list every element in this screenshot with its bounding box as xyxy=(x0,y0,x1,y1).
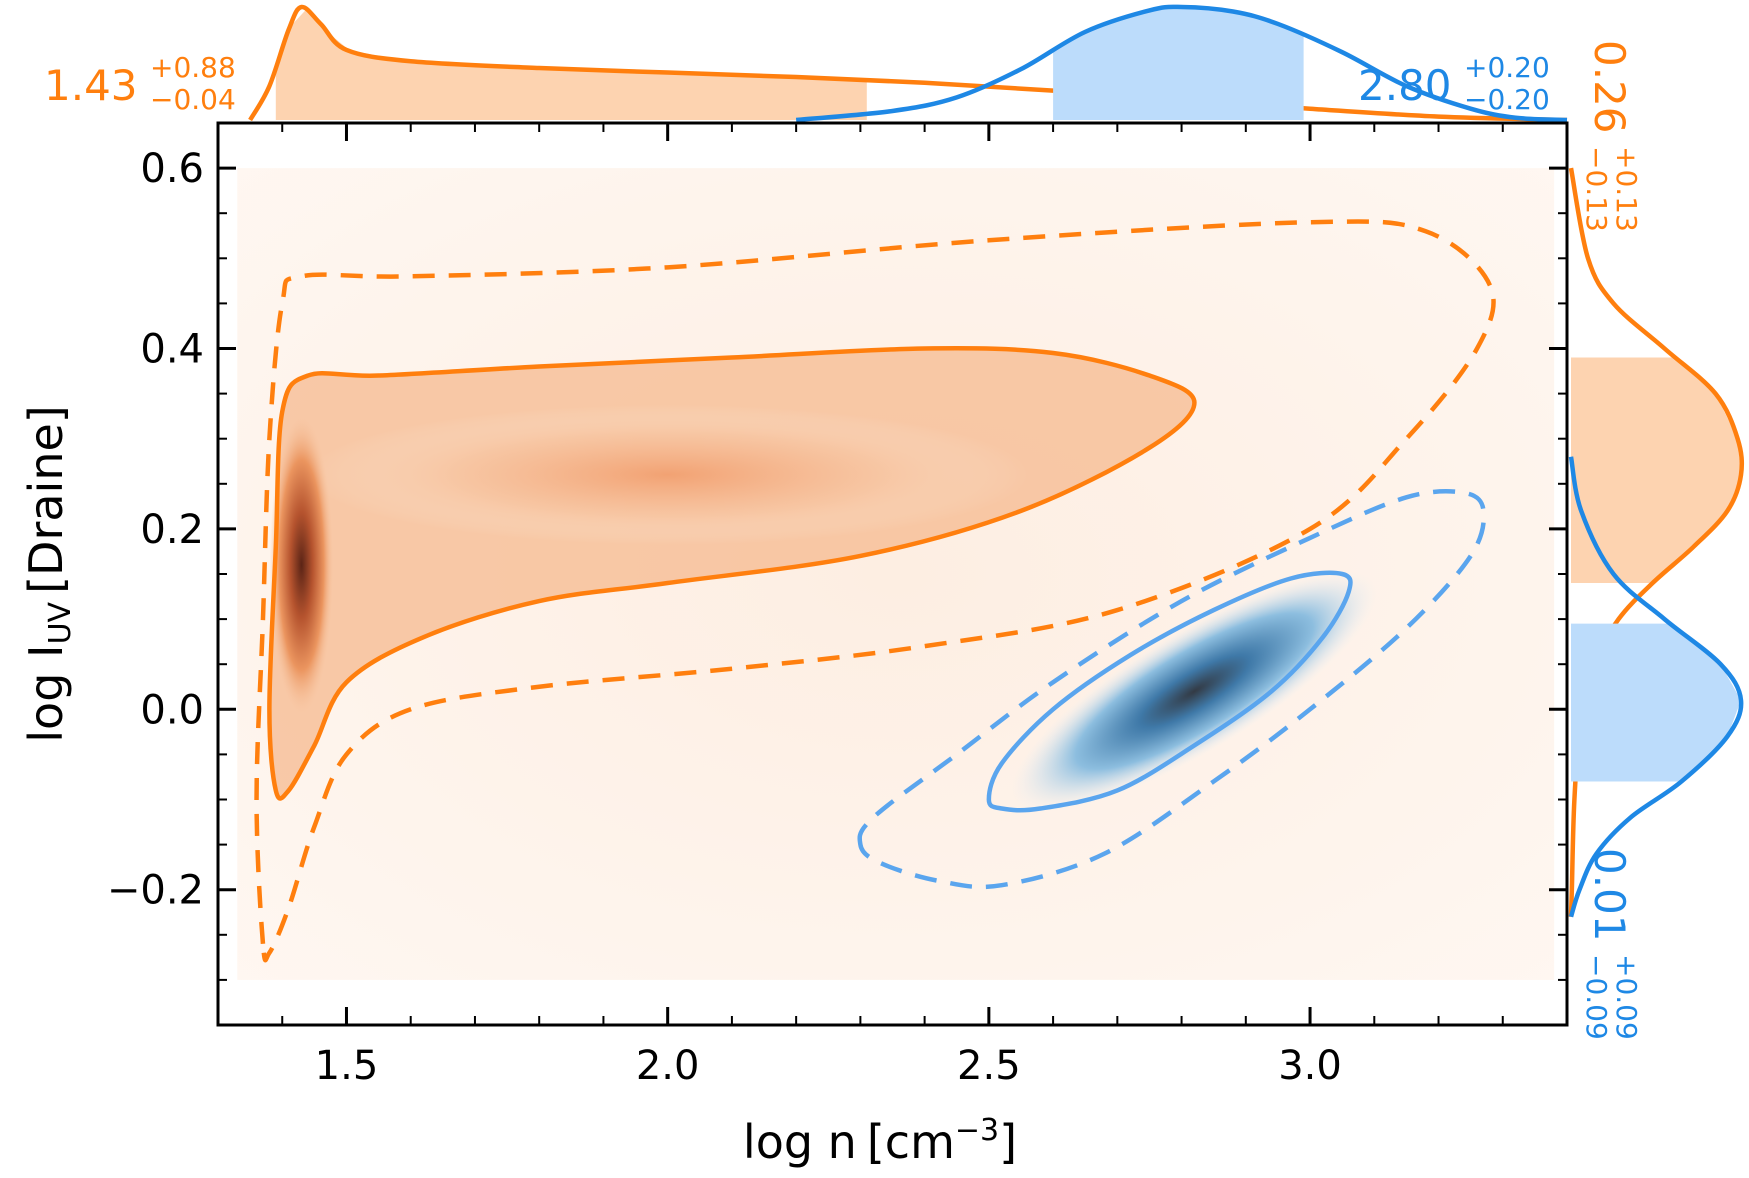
orange-x-marginal-band xyxy=(275,10,867,121)
blue-x-marginal-curve xyxy=(795,4,1568,123)
orange-density-peak xyxy=(269,414,334,715)
blue-contour-outer xyxy=(857,489,1487,890)
blue-y-median-group: 0.01 +0.09 −0.09 xyxy=(1580,848,1643,1040)
orange-y-marginal-band xyxy=(1571,357,1741,584)
x-marginal-panel xyxy=(248,4,1568,123)
blue-y-plus-label: +0.09 xyxy=(1610,954,1643,1040)
x-tick-label: 2.5 xyxy=(957,1043,1021,1089)
y-tick-label: 0.6 xyxy=(140,146,204,192)
y-tick-label: −0.2 xyxy=(107,868,204,914)
y-axis-label-group: log IUV[Draine] xyxy=(19,405,78,742)
blue-x-plus-label: +0.20 xyxy=(1464,51,1550,84)
blue-y-minus-label: −0.09 xyxy=(1580,954,1613,1040)
y-tick-label: 0.0 xyxy=(140,687,204,733)
orange-x-minus-label: −0.04 xyxy=(150,83,236,116)
y-axis-label: log IUV[Draine] xyxy=(19,405,78,742)
orange-x-plus-label: +0.88 xyxy=(150,51,236,84)
y-tick-label: 0.2 xyxy=(140,507,204,553)
contour-layer xyxy=(254,219,1496,963)
x-tick-label: 3.0 xyxy=(1278,1043,1342,1089)
y-marginal-panel xyxy=(1568,167,1745,918)
orange-density-ridge xyxy=(307,404,1028,545)
axes-frame: 1.5 2.0 2.5 3.0 −0.2 0.0 0.2 0.4 0.6 xyxy=(107,121,1569,1089)
orange-contour-outer xyxy=(254,219,1496,963)
blue-y-median-label: 0.01 xyxy=(1585,848,1634,942)
orange-y-median-label: 0.26 xyxy=(1585,40,1634,134)
x-tick-label: 1.5 xyxy=(315,1043,379,1089)
blue-y-marginal-curve xyxy=(1568,456,1744,918)
blue-x-median-label: 2.80 xyxy=(1358,61,1452,110)
orange-y-median-group: 0.26 +0.13 −0.13 xyxy=(1580,40,1643,232)
y-tick-label: 0.4 xyxy=(140,327,204,373)
orange-contour-inner xyxy=(267,346,1197,801)
blue-density-peak xyxy=(1011,571,1378,812)
orange-y-plus-label: +0.13 xyxy=(1610,146,1643,232)
density-heatmap xyxy=(237,168,1555,980)
blue-y-marginal-band xyxy=(1571,623,1741,782)
x-tick-label: 2.0 xyxy=(636,1043,700,1089)
blue-x-marginal-band xyxy=(1053,7,1304,121)
x-axis-label: log n [cm−3] xyxy=(743,1113,1017,1169)
orange-y-minus-label: −0.13 xyxy=(1580,146,1613,232)
orange-x-median-label: 1.43 xyxy=(44,61,138,110)
blue-contour-inner xyxy=(986,570,1353,813)
blue-x-minus-label: −0.20 xyxy=(1464,83,1550,116)
